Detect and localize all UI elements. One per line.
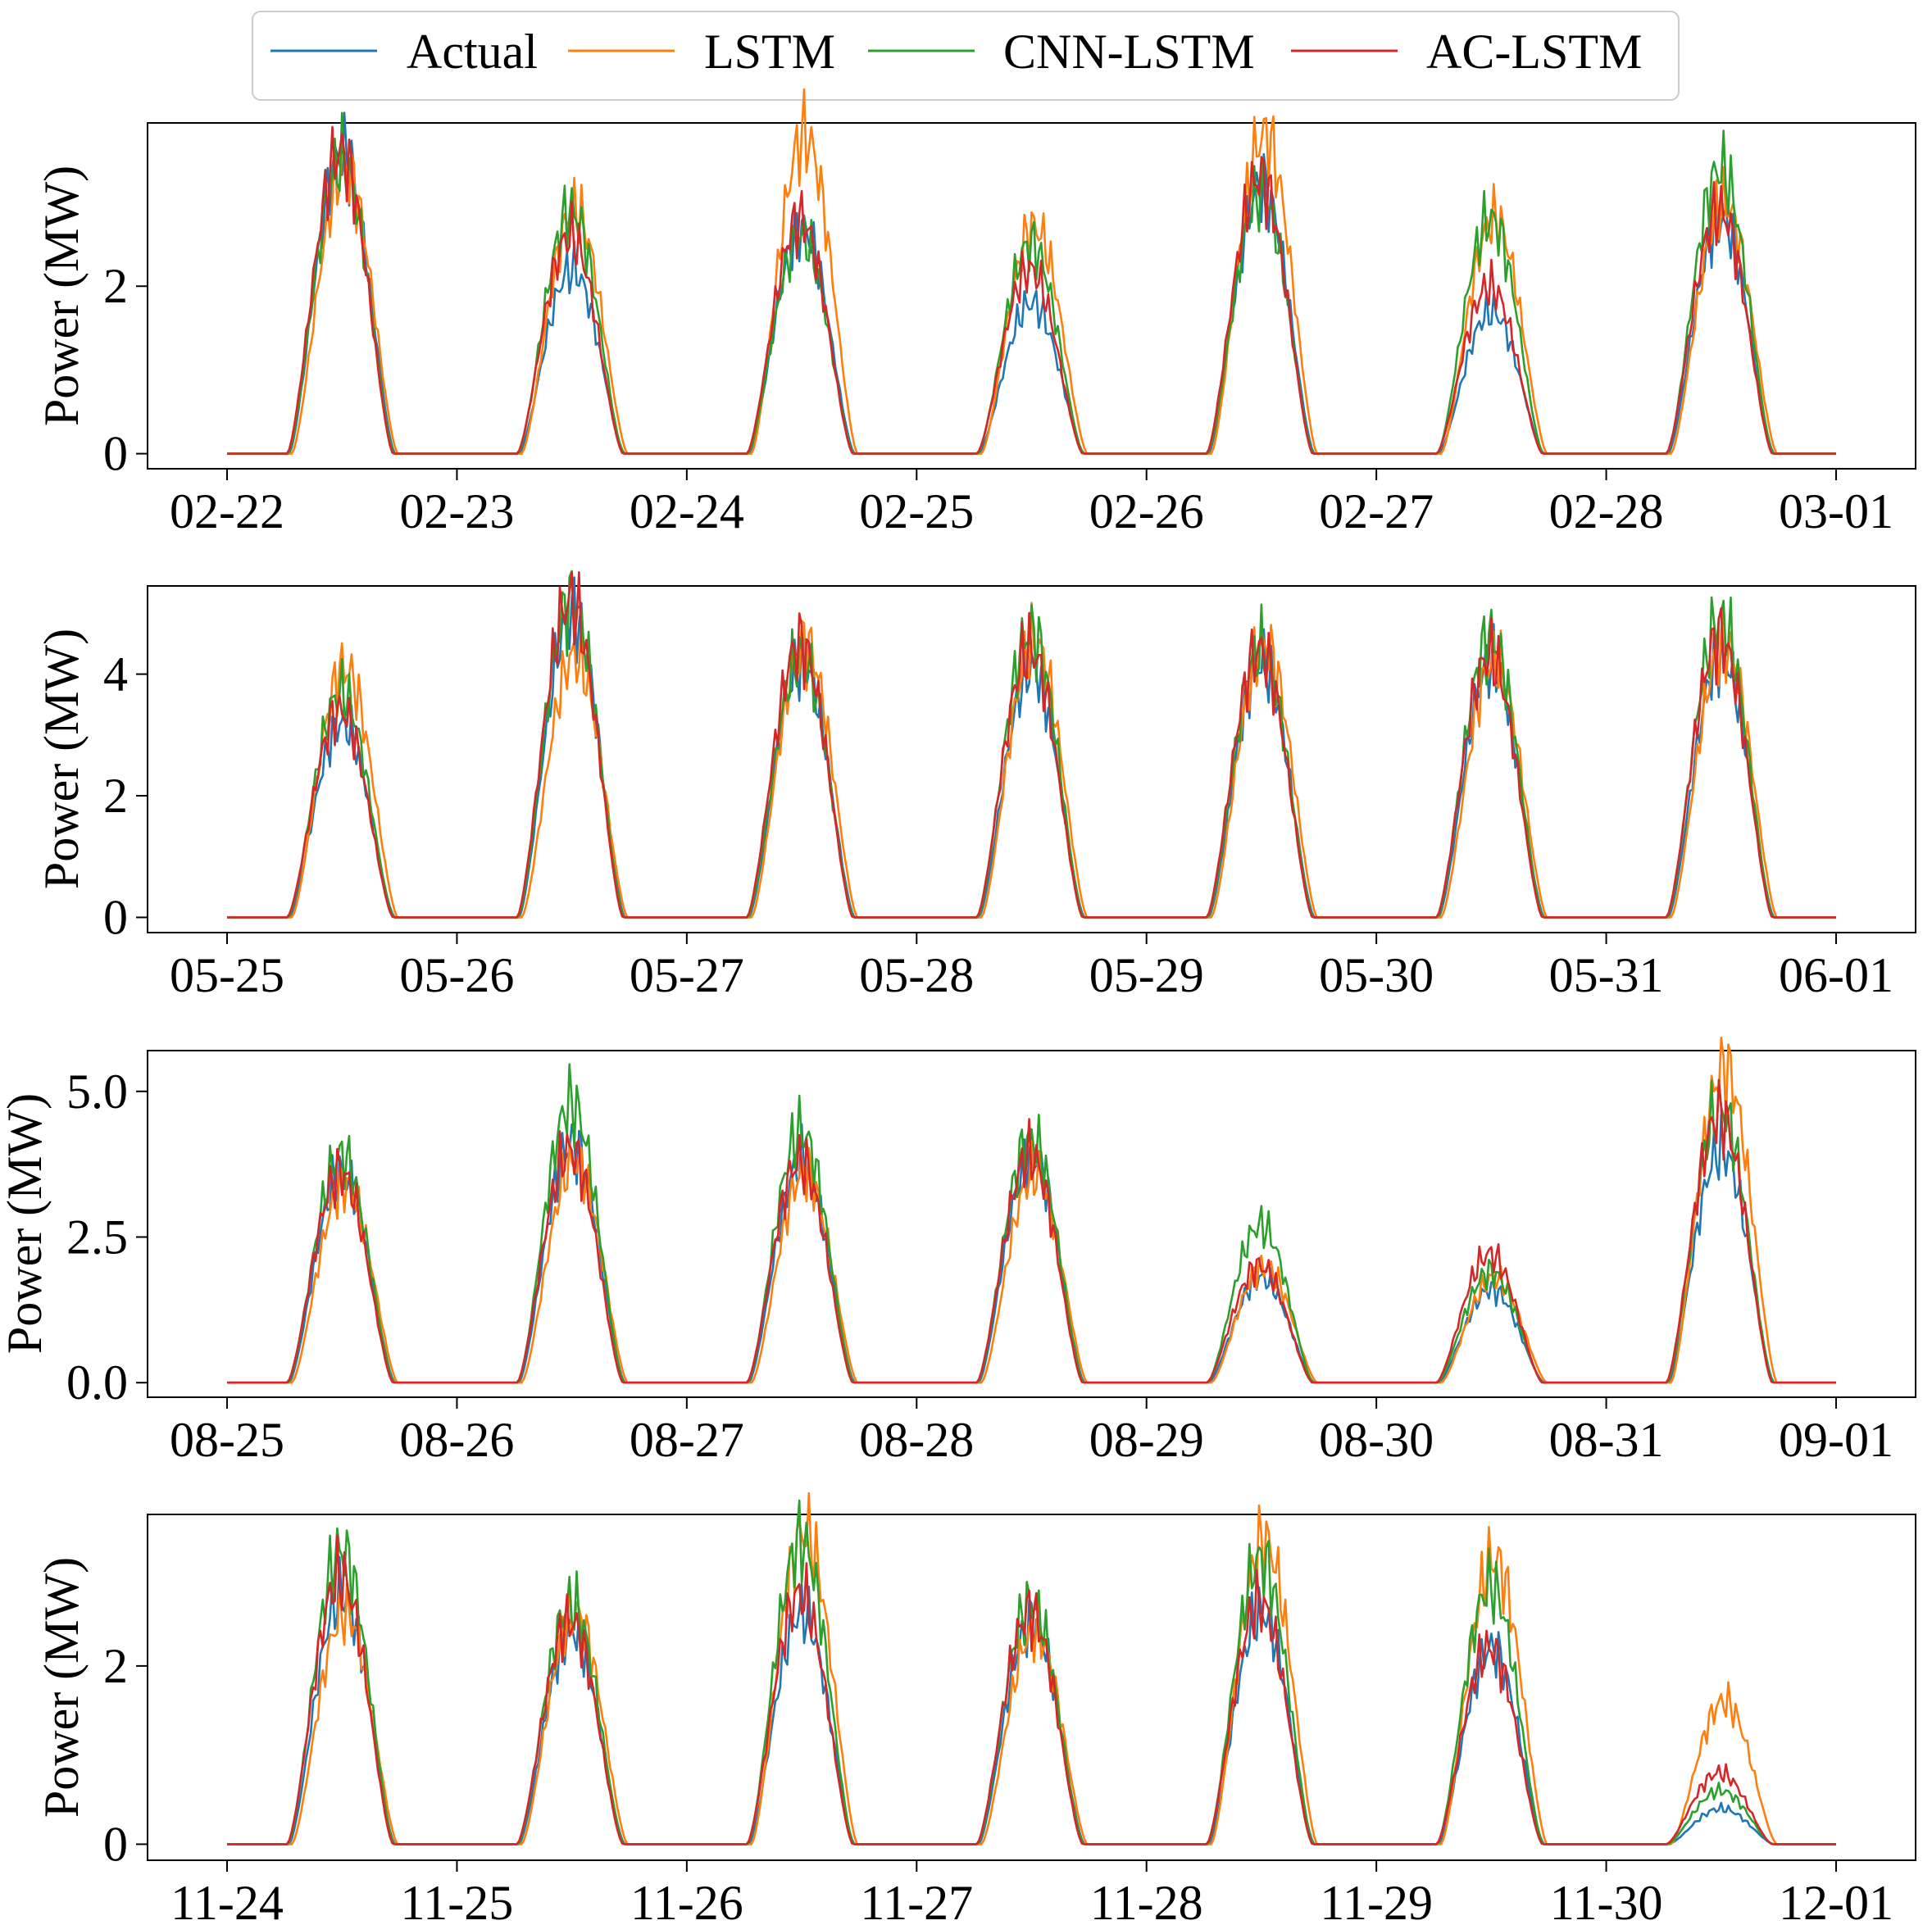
y-tick-label: 2 bbox=[103, 769, 128, 823]
y-axis: 02 bbox=[103, 259, 148, 481]
x-tick-label: 08-29 bbox=[1089, 1413, 1204, 1467]
legend-label-cnn-lstm: CNN-LSTM bbox=[1003, 25, 1255, 79]
x-tick-label: 02-25 bbox=[859, 484, 974, 538]
x-tick-label: 02-26 bbox=[1089, 484, 1204, 538]
x-tick-label: 05-31 bbox=[1549, 948, 1664, 1002]
x-tick-label: 08-30 bbox=[1319, 1413, 1434, 1467]
series-line-cnn-lstm bbox=[227, 1063, 1836, 1384]
y-axis-label: Power (MW) bbox=[0, 1093, 52, 1354]
x-tick-label: 05-28 bbox=[859, 948, 974, 1002]
x-tick-label: 11-27 bbox=[860, 1876, 973, 1925]
y-tick-label: 0.0 bbox=[66, 1355, 128, 1410]
x-tick-label: 08-26 bbox=[399, 1413, 514, 1467]
y-tick-label: 2 bbox=[103, 1639, 128, 1693]
x-tick-label: 08-27 bbox=[630, 1413, 744, 1467]
plot-frame bbox=[147, 1050, 1916, 1398]
x-tick-label: 02-22 bbox=[170, 484, 284, 538]
series-line-ac-lstm bbox=[227, 571, 1836, 919]
series-line-ac-lstm bbox=[227, 1534, 1836, 1846]
panel-feb: Power (MW) 02 02-22 02-23 02-24 02-25 02-26 0… bbox=[34, 88, 1916, 538]
plot-frame bbox=[147, 122, 1916, 470]
x-tick-label: 02-23 bbox=[399, 484, 514, 538]
series-lines bbox=[227, 88, 1836, 455]
legend-frame bbox=[252, 11, 1680, 101]
x-tick-label: 02-28 bbox=[1549, 484, 1664, 538]
x-tick-label: 02-24 bbox=[630, 484, 744, 538]
series-lines bbox=[227, 1037, 1836, 1384]
x-tick-label: 05-30 bbox=[1319, 948, 1434, 1002]
legend-label-lstm: LSTM bbox=[704, 25, 835, 79]
x-axis: 05-25 05-26 05-27 05-28 05-29 05-30 05-31 06-01 bbox=[170, 933, 1893, 1002]
x-tick-label: 05-27 bbox=[630, 948, 744, 1002]
series-line-lstm bbox=[227, 1491, 1836, 1846]
panel-may: Power (MW) 0 2 4 05-25 05-26 05-27 05-28 05-29… bbox=[34, 570, 1916, 1002]
legend-label-actual: Actual bbox=[407, 25, 538, 79]
x-tick-label: 11-30 bbox=[1550, 1876, 1663, 1925]
x-tick-label: 11-29 bbox=[1320, 1876, 1433, 1925]
series-lines bbox=[227, 1491, 1836, 1846]
legend-label-ac-lstm: AC-LSTM bbox=[1426, 25, 1642, 79]
y-axis: 0.0 2.5 5.0 bbox=[66, 1065, 148, 1410]
x-tick-label: 11-24 bbox=[170, 1876, 284, 1925]
series-line-ac-lstm bbox=[227, 1078, 1836, 1384]
x-tick-label: 11-25 bbox=[401, 1876, 514, 1925]
x-tick-label: 11-28 bbox=[1090, 1876, 1203, 1925]
series-line-lstm bbox=[227, 88, 1836, 455]
series-line-actual bbox=[227, 1555, 1836, 1846]
x-tick-label: 08-28 bbox=[859, 1413, 974, 1467]
y-axis: 02 bbox=[103, 1639, 148, 1871]
legend-entry-lstm: LSTM bbox=[568, 25, 835, 79]
x-tick-label: 11-26 bbox=[630, 1876, 743, 1925]
series-line-lstm bbox=[227, 1037, 1836, 1384]
panel-nov: Power (MW) 02 11-24 11-25 11-26 11-27 11-28 1… bbox=[34, 1491, 1916, 1925]
y-tick-label: 0 bbox=[103, 427, 128, 481]
x-tick-label: 03-01 bbox=[1779, 484, 1893, 538]
y-axis-label: Power (MW) bbox=[34, 1557, 89, 1818]
y-axis: 0 2 4 bbox=[103, 647, 148, 944]
y-tick-label: 4 bbox=[103, 647, 128, 701]
x-axis: 08-25 08-26 08-27 08-28 08-29 08-30 08-31 09-01 bbox=[170, 1397, 1893, 1467]
x-tick-label: 12-01 bbox=[1779, 1876, 1893, 1925]
y-tick-label: 0 bbox=[103, 890, 128, 944]
series-line-cnn-lstm bbox=[227, 1499, 1836, 1846]
x-tick-label: 06-01 bbox=[1779, 948, 1893, 1002]
x-tick-label: 05-29 bbox=[1089, 948, 1204, 1002]
legend-entry-ac-lstm: AC-LSTM bbox=[1291, 25, 1642, 79]
x-axis: 11-24 11-25 11-26 11-27 11-28 11-29 11-30 12-01 bbox=[170, 1860, 1893, 1925]
x-tick-label: 09-01 bbox=[1779, 1413, 1893, 1467]
x-tick-label: 08-31 bbox=[1549, 1413, 1664, 1467]
y-axis-label: Power (MW) bbox=[34, 166, 89, 426]
x-tick-label: 05-25 bbox=[170, 948, 284, 1002]
series-line-ac-lstm bbox=[227, 125, 1836, 455]
x-tick-label: 02-27 bbox=[1319, 484, 1434, 538]
y-tick-label: 2.5 bbox=[66, 1210, 128, 1264]
y-tick-label: 0 bbox=[103, 1817, 128, 1871]
panel-aug: Power (MW) 0.02.55.0 08-25 08-26 08-27 08-2… bbox=[0, 1037, 1916, 1467]
x-axis: 02-22 02-23 02-24 02-25 02-26 02-27 02-28 03-01 bbox=[170, 469, 1893, 538]
series-line-actual bbox=[227, 111, 1836, 455]
x-tick-label: 05-26 bbox=[399, 948, 514, 1002]
plot-frame bbox=[147, 1514, 1916, 1861]
x-tick-label: 08-25 bbox=[170, 1413, 284, 1467]
plot-frame bbox=[147, 585, 1916, 933]
y-tick-label: 2 bbox=[103, 259, 128, 313]
series-lines bbox=[227, 570, 1836, 919]
legend: Actual LSTM CNN-LSTM AC-LSTM bbox=[252, 11, 1680, 101]
legend-entry-actual: Actual bbox=[270, 25, 538, 79]
y-axis-label: Power (MW) bbox=[34, 629, 89, 889]
series-line-cnn-lstm bbox=[227, 111, 1836, 455]
y-tick-label: 5.0 bbox=[66, 1065, 128, 1119]
legend-entry-cnn-lstm: CNN-LSTM bbox=[868, 25, 1255, 79]
